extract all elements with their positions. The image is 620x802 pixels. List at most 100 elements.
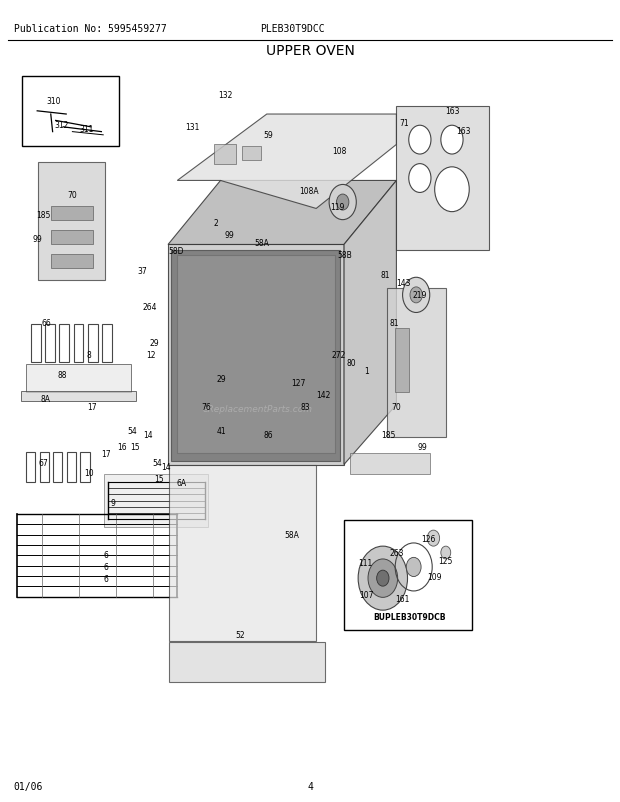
Text: 185: 185 (36, 211, 51, 220)
Text: Publication No: 5995459277: Publication No: 5995459277 (14, 23, 167, 34)
Text: 99: 99 (32, 235, 42, 244)
Text: 10: 10 (84, 468, 94, 477)
Polygon shape (51, 255, 93, 269)
Polygon shape (51, 207, 93, 221)
Text: 12: 12 (146, 351, 156, 360)
Circle shape (406, 557, 421, 577)
Polygon shape (242, 147, 260, 161)
Polygon shape (395, 329, 409, 393)
Circle shape (435, 168, 469, 213)
Text: 4: 4 (307, 781, 313, 792)
Text: 6A: 6A (177, 479, 187, 488)
Text: 161: 161 (396, 595, 410, 604)
Polygon shape (38, 163, 105, 282)
Text: 66: 66 (42, 319, 51, 328)
Text: 14: 14 (161, 463, 171, 472)
Circle shape (441, 126, 463, 155)
Circle shape (409, 126, 431, 155)
Polygon shape (51, 231, 93, 245)
Text: 2: 2 (214, 219, 219, 228)
Polygon shape (177, 256, 335, 453)
Text: 6: 6 (104, 551, 108, 560)
Polygon shape (177, 115, 396, 209)
Text: PLEB30T9DCC: PLEB30T9DCC (260, 23, 326, 34)
Text: 71: 71 (399, 119, 409, 128)
Text: 15: 15 (154, 475, 164, 484)
Circle shape (409, 164, 431, 193)
Text: 16: 16 (117, 443, 126, 452)
Text: 70: 70 (392, 403, 401, 412)
Text: 15: 15 (131, 443, 140, 452)
Circle shape (358, 546, 407, 610)
Text: 219: 219 (412, 291, 427, 300)
Polygon shape (169, 465, 316, 641)
Polygon shape (168, 245, 344, 465)
Text: 29: 29 (149, 339, 159, 348)
Text: 54: 54 (152, 459, 162, 468)
Polygon shape (169, 642, 326, 683)
Polygon shape (21, 391, 136, 401)
Text: 312: 312 (55, 121, 69, 130)
Text: 17: 17 (102, 449, 111, 458)
Text: 264: 264 (142, 303, 157, 312)
Text: 163: 163 (445, 107, 459, 116)
Bar (22, 76, 119, 147)
Circle shape (337, 195, 349, 211)
Text: 310: 310 (46, 97, 61, 106)
Text: 263: 263 (389, 549, 404, 557)
Text: 272: 272 (332, 351, 346, 360)
Text: 311: 311 (79, 125, 94, 134)
Text: 9: 9 (110, 499, 115, 508)
Text: 83: 83 (300, 403, 310, 412)
Bar (344, 520, 472, 630)
Text: 109: 109 (427, 573, 442, 581)
Text: 29: 29 (217, 375, 226, 384)
Text: eReplacementParts.com: eReplacementParts.com (203, 404, 312, 414)
Text: 127: 127 (291, 379, 306, 388)
Polygon shape (387, 289, 446, 437)
Polygon shape (171, 251, 340, 461)
Text: 107: 107 (360, 591, 374, 600)
Text: 17: 17 (87, 403, 97, 412)
Text: 58A: 58A (284, 531, 299, 540)
Text: 80: 80 (347, 359, 356, 368)
Polygon shape (168, 181, 396, 245)
Text: 185: 185 (381, 431, 396, 439)
Text: 88: 88 (57, 371, 66, 380)
Text: 81: 81 (390, 319, 399, 328)
Text: 99: 99 (225, 231, 234, 240)
Circle shape (410, 287, 422, 303)
Text: 41: 41 (217, 427, 226, 435)
Text: 86: 86 (264, 431, 273, 439)
Text: 99: 99 (417, 443, 427, 452)
Polygon shape (104, 475, 208, 527)
Circle shape (402, 278, 430, 313)
Text: 01/06: 01/06 (14, 781, 43, 792)
Text: 6: 6 (104, 575, 108, 584)
Circle shape (329, 185, 356, 221)
Text: 143: 143 (397, 279, 411, 288)
Text: 132: 132 (218, 91, 232, 100)
Text: 8: 8 (87, 351, 91, 360)
Text: 58A: 58A (254, 239, 269, 248)
Text: 8A: 8A (41, 395, 51, 404)
Text: 108A: 108A (299, 187, 319, 196)
Circle shape (368, 559, 397, 597)
Polygon shape (26, 365, 131, 393)
Text: 119: 119 (330, 203, 345, 212)
Circle shape (427, 530, 440, 546)
Text: 163: 163 (456, 128, 471, 136)
Polygon shape (344, 181, 396, 465)
Text: 126: 126 (422, 535, 436, 544)
Text: BUPLEB30T9DCB: BUPLEB30T9DCB (374, 612, 446, 622)
Text: UPPER OVEN: UPPER OVEN (265, 44, 355, 58)
Text: 59: 59 (263, 132, 273, 140)
Polygon shape (350, 453, 430, 475)
Text: 67: 67 (38, 459, 48, 468)
Text: 14: 14 (143, 431, 153, 439)
Text: 52: 52 (236, 630, 245, 640)
Text: 58B: 58B (338, 251, 353, 260)
Polygon shape (215, 145, 236, 165)
Text: 142: 142 (316, 391, 330, 400)
Text: 76: 76 (202, 403, 211, 412)
